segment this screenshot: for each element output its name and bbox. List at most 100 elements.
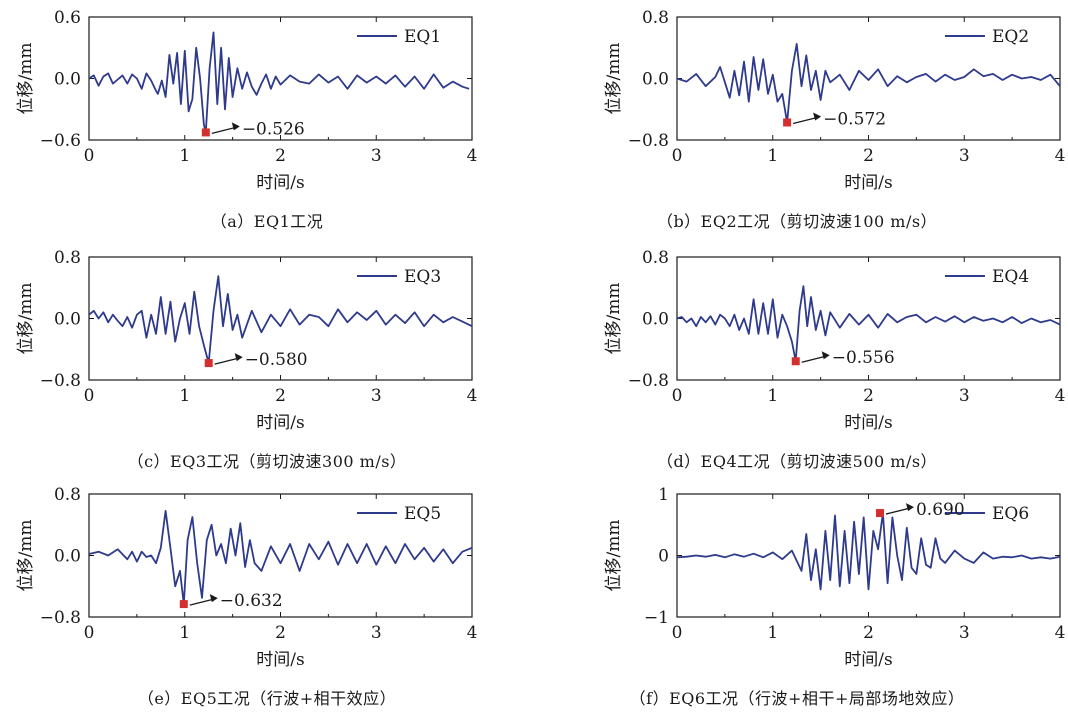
chart-panel-e: 0 1 2 3 4 0.8 0.0 −0.8 时间/s 位移/mm EQ5 −0.632 （e）EQ5…: [0, 477, 534, 713]
peak-value-label: −0.556: [832, 348, 895, 368]
x-tick-label: 0: [84, 386, 95, 406]
x-tick-label: 1: [179, 146, 190, 166]
chart-caption-a: （a）EQ1工况: [210, 212, 324, 231]
chart-plot-a: 0 1 2 3 4 0.6 0.0 −0.6 时间/s 位移/mm EQ1 −0.526: [16, 8, 478, 193]
peak-value-label: −0.580: [245, 350, 308, 370]
series-line-eq2: [676, 43, 1061, 124]
peak-value-label: −0.526: [242, 119, 305, 139]
series-line-eq6: [676, 512, 1061, 591]
y-tick-label: 0.0: [642, 310, 669, 330]
peak-marker: [201, 128, 210, 137]
x-tick-label: 0: [672, 146, 683, 166]
y-axis-label: 位移/mm: [604, 283, 624, 355]
peak-arrow-head: [821, 351, 830, 360]
peak-arrow-line: [214, 357, 239, 365]
chart-plot-e: 0 1 2 3 4 0.8 0.0 −0.8 时间/s 位移/mm EQ5 −0.632: [16, 485, 478, 670]
peak-value-label: −0.632: [220, 591, 283, 611]
x-tick-label: 0: [672, 386, 683, 406]
x-axis-label: 时间/s: [844, 650, 892, 670]
peak-value-label: −0.572: [823, 109, 886, 129]
y-tick-label: 1: [658, 485, 669, 505]
x-tick-label: 0: [84, 623, 95, 643]
x-tick-label: 4: [1055, 146, 1066, 166]
x-tick-label: 2: [275, 623, 286, 643]
series-line-eq3: [88, 275, 473, 364]
peak-arrow-line: [189, 598, 214, 606]
chart-caption-c: （c）EQ3工况（剪切波速300 m/s）: [127, 452, 407, 471]
y-tick-label: 0: [658, 547, 669, 567]
peak-marker: [791, 357, 800, 366]
peak-arrow-head: [234, 353, 243, 362]
x-tick-label: 2: [863, 146, 874, 166]
chart-caption-d: （d）EQ4工况（剪切波速500 m/s）: [656, 452, 938, 471]
chart-panel-c: 0 1 2 3 4 0.8 0.0 −0.8 时间/s 位移/mm EQ3 −0.580 （c）EQ3…: [0, 240, 534, 476]
peak-marker: [875, 509, 884, 518]
x-tick-label: 4: [1055, 386, 1066, 406]
chart-plot-b: 0 1 2 3 4 0.8 0.0 −0.8 时间/s 位移/mm EQ2 −0.572: [604, 8, 1066, 193]
x-tick-label: 4: [1055, 623, 1066, 643]
x-tick-label: 1: [767, 386, 778, 406]
y-tick-label: 0.0: [642, 70, 669, 90]
y-tick-label: 0.8: [54, 485, 81, 505]
chart-panel-d: 0 1 2 3 4 0.8 0.0 −0.8 时间/s 位移/mm EQ4 −0.556 （d）EQ4…: [588, 240, 1068, 476]
x-axis-label: 时间/s: [844, 413, 892, 433]
x-tick-label: 3: [371, 386, 382, 406]
x-tick-label: 1: [767, 623, 778, 643]
x-tick-label: 0: [672, 623, 683, 643]
legend-label: EQ1: [404, 27, 441, 47]
x-tick-label: 4: [467, 386, 478, 406]
legend-label: EQ2: [992, 27, 1029, 47]
x-tick-label: 1: [179, 386, 190, 406]
peak-arrow-line: [801, 355, 826, 363]
chart-caption-b: （b）EQ2工况（剪切波速100 m/s）: [656, 212, 938, 231]
y-tick-label: 0.0: [54, 547, 81, 567]
x-tick-label: 3: [371, 623, 382, 643]
y-tick-label: −0.6: [40, 131, 81, 151]
peak-arrow-line: [211, 126, 236, 135]
x-tick-label: 3: [959, 623, 970, 643]
chart-panel-f: 0 1 2 3 4 1 0 −1 时间/s 位移/mm EQ6 0.690 （f）EQ6工况（行波+相…: [588, 477, 1068, 713]
chart-panel-a: 0 1 2 3 4 0.6 0.0 −0.6 时间/s 位移/mm EQ1 −0.526 （a）EQ1…: [0, 0, 534, 236]
chart-plot-c: 0 1 2 3 4 0.8 0.0 −0.8 时间/s 位移/mm EQ3 −0.580: [16, 248, 478, 433]
x-tick-label: 3: [959, 146, 970, 166]
x-tick-label: 1: [767, 146, 778, 166]
x-tick-label: 4: [467, 623, 478, 643]
chart-caption-f: （f）EQ6工况（行波+相干+局部场地效应）: [629, 689, 965, 708]
legend-label: EQ6: [992, 504, 1029, 524]
y-axis-label: 位移/mm: [604, 520, 624, 592]
x-axis-label: 时间/s: [256, 650, 304, 670]
series-line-eq4: [676, 285, 1061, 363]
y-axis-label: 位移/mm: [16, 520, 36, 592]
peak-marker: [783, 118, 792, 127]
legend-label: EQ4: [992, 267, 1029, 287]
x-tick-label: 0: [84, 146, 95, 166]
y-tick-label: −1: [644, 608, 669, 628]
series-line-eq5: [88, 510, 473, 605]
y-tick-label: −0.8: [628, 131, 669, 151]
peak-arrow-head: [209, 594, 218, 603]
x-axis-label: 时间/s: [256, 413, 304, 433]
y-tick-label: 0.8: [642, 248, 669, 268]
peak-arrow-head: [231, 122, 240, 131]
y-axis-label: 位移/mm: [604, 43, 624, 115]
x-tick-label: 4: [467, 146, 478, 166]
x-tick-label: 2: [863, 386, 874, 406]
y-axis-label: 位移/mm: [16, 283, 36, 355]
peak-arrow-line: [792, 116, 818, 125]
y-tick-label: 0.0: [54, 70, 81, 90]
chart-plot-d: 0 1 2 3 4 0.8 0.0 −0.8 时间/s 位移/mm EQ4 −0.556: [604, 248, 1066, 433]
y-tick-label: 0.8: [54, 248, 81, 268]
y-tick-label: 0.8: [642, 8, 669, 28]
x-tick-label: 2: [863, 623, 874, 643]
x-tick-label: 2: [275, 386, 286, 406]
y-axis-label: 位移/mm: [16, 43, 36, 115]
y-tick-label: −0.8: [628, 371, 669, 391]
x-tick-label: 2: [275, 146, 286, 166]
peak-marker: [179, 600, 188, 609]
x-tick-label: 3: [371, 146, 382, 166]
peak-arrow-head: [905, 503, 914, 512]
peak-value-label: 0.690: [916, 500, 965, 520]
peak-arrow-line: [885, 507, 911, 515]
peak-marker: [204, 359, 213, 368]
